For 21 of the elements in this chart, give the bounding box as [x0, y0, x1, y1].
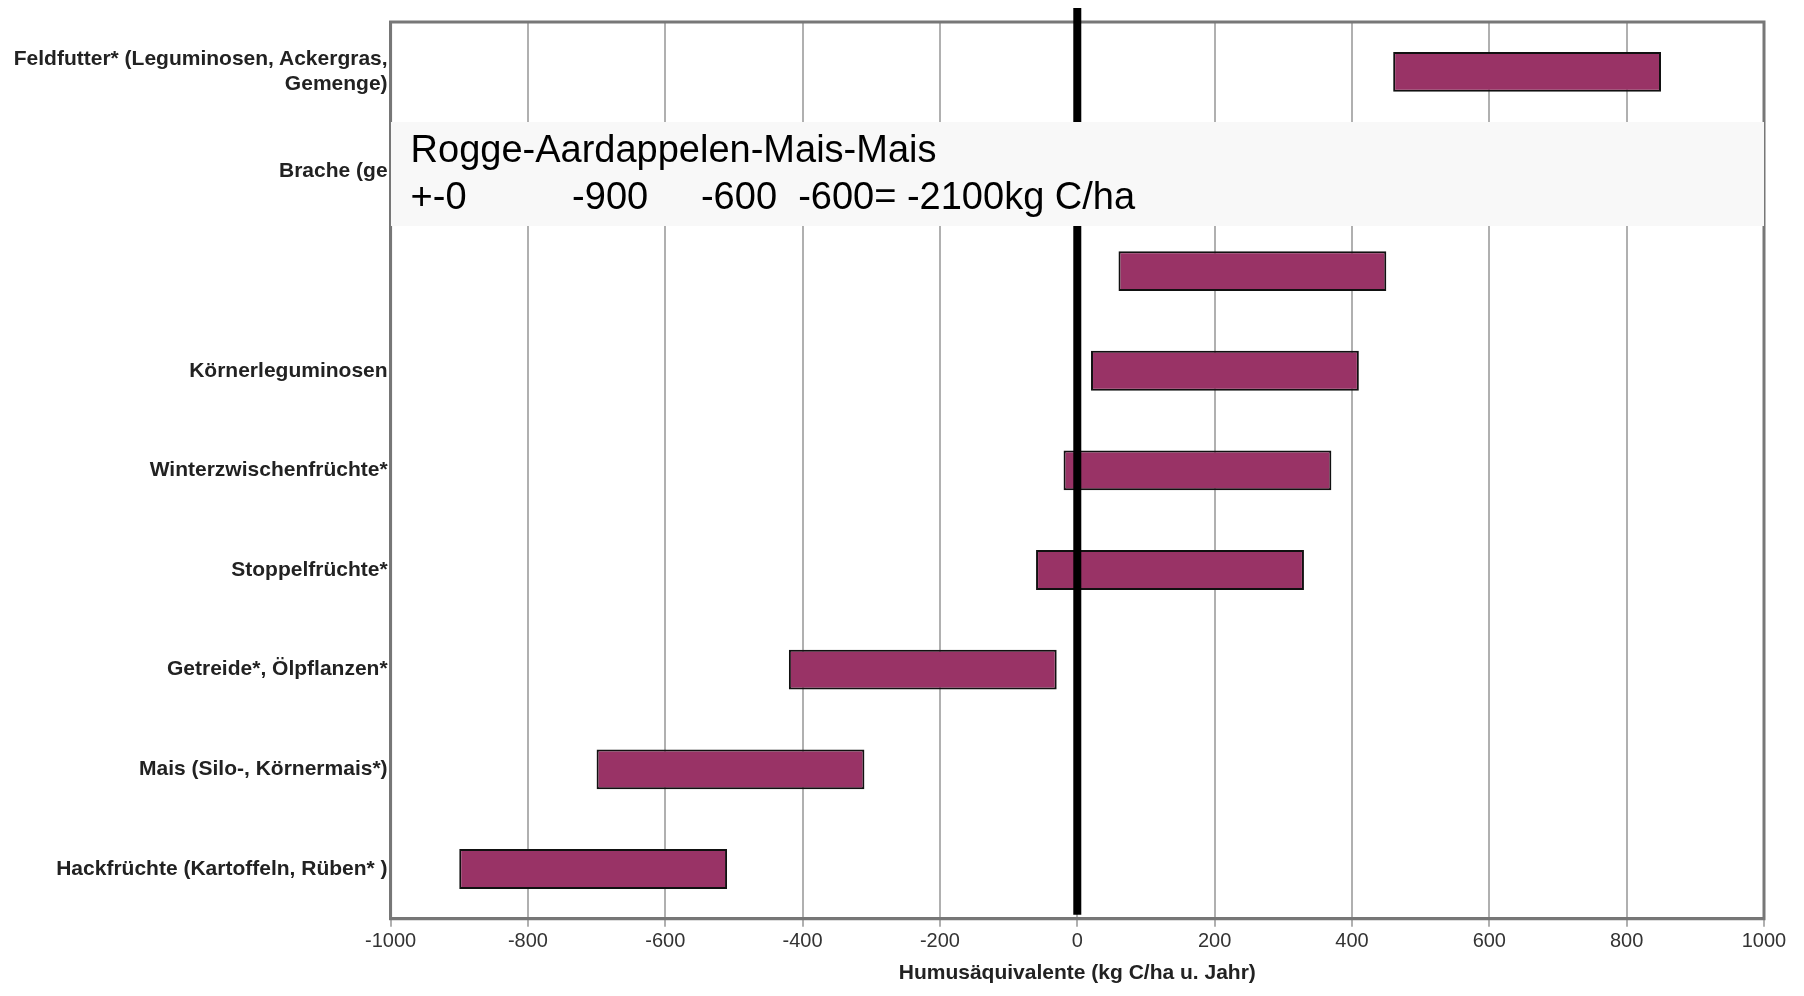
- y-tick-label: Hackfrüchte (Kartoffeln, Rüben* ): [56, 855, 388, 879]
- x-tick-label: -400: [782, 929, 823, 952]
- x-tick-label: 800: [1609, 929, 1644, 952]
- y-tick-label: Körnerleguminosen: [189, 357, 388, 381]
- y-tick-label: Stoppelfrüchte*: [231, 556, 389, 580]
- x-axis-title: Humusäquivalente (kg C/ha u. Jahr): [898, 960, 1256, 984]
- x-tick-label: 0: [1071, 929, 1083, 952]
- y-tick-label: Feldfutter* (Leguminosen, Ackergras, Gemenge): [13, 46, 388, 95]
- x-tick-label: 600: [1472, 929, 1506, 952]
- y-tick-label: Brache (ge: [279, 158, 388, 182]
- x-tick-label: 400: [1335, 929, 1369, 952]
- x-tick-label: 1000: [1741, 929, 1787, 952]
- x-tick-label: -1000: [365, 929, 417, 952]
- x-tick-label: -200: [919, 929, 960, 952]
- x-tick-label: -800: [507, 929, 548, 952]
- x-tick-label: 200: [1197, 929, 1232, 952]
- note-box: Rogge-Aardappelen-Mais-Mais +-0 -900 -600 -600= -2100kg C/ha: [390, 121, 1764, 227]
- x-tick-label: -600: [645, 929, 686, 952]
- y-tick-label: Winterzwischenfrüchte*: [149, 457, 389, 481]
- y-tick-label: Getreide*, Ölpflanzen*: [167, 656, 389, 680]
- y-tick-label: Mais (Silo-, Körnermais*): [139, 756, 388, 780]
